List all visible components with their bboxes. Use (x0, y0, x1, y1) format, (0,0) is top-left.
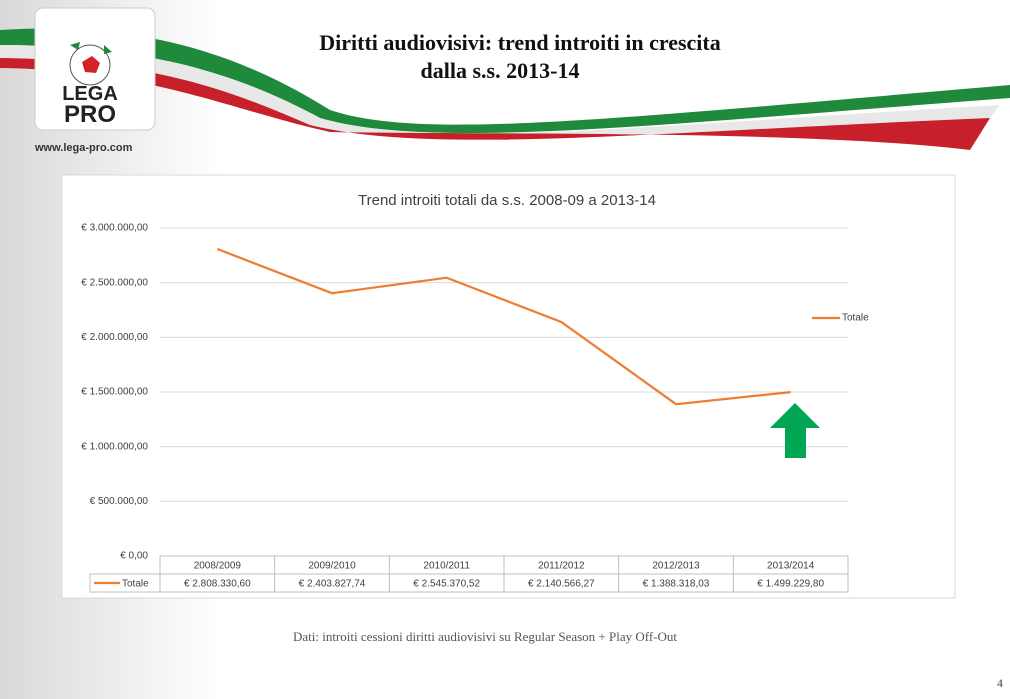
x-tick-label: 2008/2009 (194, 561, 242, 572)
data-table-value: € 1.388.318,03 (643, 579, 710, 590)
chart-frame (61, 174, 956, 599)
up-arrow (770, 403, 820, 458)
data-table-value: € 2.808.330,60 (184, 579, 251, 590)
swoosh-green (0, 28, 1010, 134)
logo-bottom: PRO (64, 101, 116, 128)
x-tick-label: 2012/2013 (652, 561, 700, 572)
y-tick-label: € 2.000.000,00 (81, 332, 148, 343)
data-table-value: € 2.545.370,52 (413, 579, 480, 590)
y-tick-label: € 1.500.000,00 (81, 387, 148, 398)
logo-patch (70, 42, 112, 54)
slide-title: Diritti audiovisivi: trend introiti in c… (319, 30, 720, 55)
series-line (216, 247, 791, 406)
legend-label: Totale (842, 313, 869, 324)
data-table-value: € 1.499.229,80 (757, 579, 824, 590)
x-tick-label: 2010/2011 (423, 561, 470, 572)
page-number: 4 (997, 676, 1003, 690)
table-series-name: Totale (122, 579, 149, 590)
x-tick-label: 2009/2010 (308, 561, 356, 572)
chart: Trend introiti totali da s.s. 2008-09 a … (81, 192, 869, 593)
url: www.lega-pro.com (34, 142, 133, 154)
y-tick-label: € 0,00 (120, 551, 148, 562)
y-tick-label: € 500.000,00 (90, 496, 149, 507)
table-row-header (89, 573, 161, 593)
slide-title: dalla s.s. 2013-14 (421, 58, 580, 83)
x-tick-label: 2013/2014 (767, 561, 815, 572)
logo-top: LEGA (62, 83, 118, 105)
data-table-value: € 2.403.827,74 (299, 579, 366, 590)
footnote: Dati: introiti cessioni diritti audiovis… (293, 629, 677, 644)
logo-patch (82, 56, 100, 73)
y-tick-label: € 2.500.000,00 (81, 277, 148, 288)
chart-title: Trend introiti totali da s.s. 2008-09 a … (358, 192, 656, 209)
y-tick-label: € 1.000.000,00 (81, 441, 148, 452)
y-tick-label: € 3.000.000,00 (81, 223, 148, 234)
x-tick-label: 2011/2012 (538, 561, 585, 572)
data-table-value: € 2.140.566,27 (528, 579, 595, 590)
